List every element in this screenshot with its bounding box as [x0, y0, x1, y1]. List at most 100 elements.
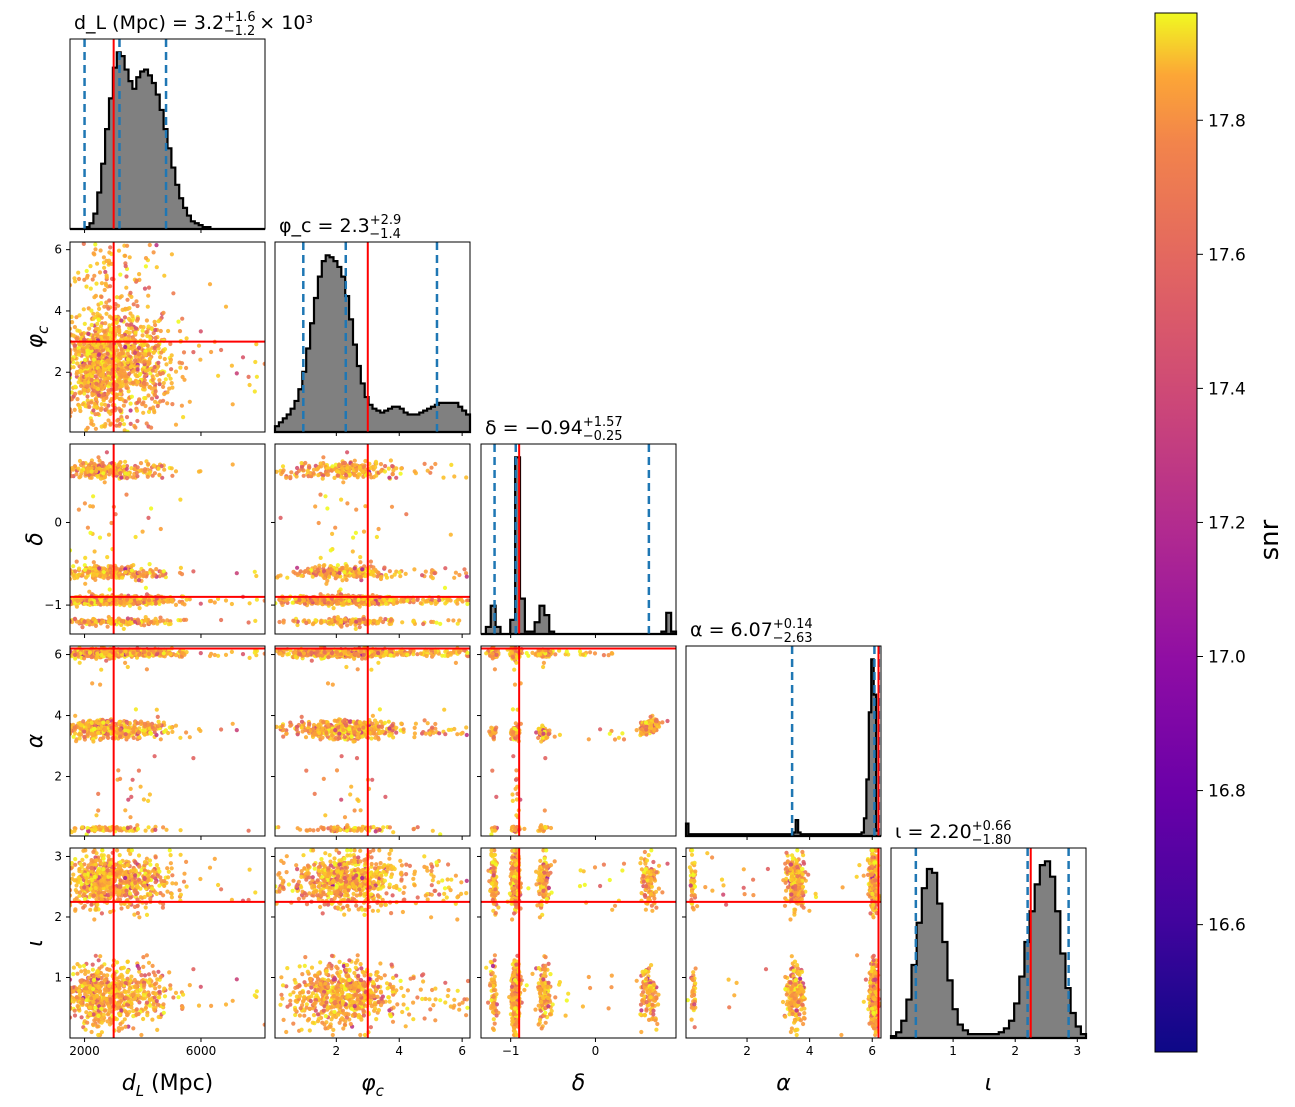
scatter-alpha-dL [70, 646, 265, 836]
scatter-point [109, 520, 114, 526]
scatter-point [382, 598, 387, 603]
scatter-point [143, 618, 148, 623]
scatter-point [133, 330, 138, 335]
scatter-point [125, 297, 130, 302]
scatter-point [160, 475, 165, 480]
scatter-point [114, 566, 119, 571]
scatter-point [80, 825, 85, 830]
scatter-point [451, 618, 456, 623]
scatter-point [105, 358, 111, 363]
scatter-point [168, 376, 173, 381]
scatter-point [168, 341, 173, 347]
scatter-point [291, 618, 296, 623]
scatter-point [230, 462, 235, 467]
scatter-point [329, 468, 334, 473]
scatter-point [146, 462, 151, 467]
scatter-point [150, 377, 155, 382]
scatter-point [434, 620, 439, 625]
scatter-point [375, 574, 380, 579]
scatter-point [118, 421, 123, 427]
scatter-point [304, 620, 309, 626]
scatter-point [87, 565, 93, 571]
scatter-point [280, 470, 285, 475]
scatter-point [161, 569, 166, 574]
scatter-point [77, 475, 82, 480]
scatter-point [421, 621, 426, 627]
scatter-point [75, 361, 80, 366]
y-tick-label: −1 [44, 598, 62, 612]
scatter-point [97, 458, 102, 463]
scatter-point [133, 534, 138, 540]
scatter-point [123, 379, 128, 384]
scatter-point [125, 597, 130, 602]
scatter-point [92, 549, 97, 554]
scatter-point [338, 592, 344, 597]
scatter-point [229, 601, 234, 607]
scatter-point [253, 618, 258, 624]
scatter-point [93, 623, 98, 629]
scatter-point [347, 469, 352, 474]
scatter-point [118, 388, 123, 393]
scatter-point [102, 424, 107, 429]
scatter-point [114, 392, 120, 397]
scatter-point [70, 363, 73, 368]
scatter-point [388, 458, 393, 463]
scatter-point [184, 597, 189, 602]
scatter-point [240, 355, 246, 360]
scatter-point [198, 469, 203, 474]
scatter-point [160, 371, 165, 376]
scatter-point [363, 504, 368, 509]
scatter-point [298, 569, 303, 574]
scatter-point [97, 270, 103, 275]
scatter-point [383, 601, 388, 606]
scatter-point [100, 384, 105, 390]
scatter-point [108, 245, 113, 250]
scatter-point [81, 242, 86, 246]
scatter-point [147, 356, 152, 361]
scatter-point [170, 402, 175, 407]
scatter-point [464, 475, 469, 480]
scatter-point [351, 535, 356, 540]
scatter-point [357, 570, 362, 575]
scatter-point [464, 571, 469, 576]
scatter-point [284, 475, 289, 480]
scatter-point [116, 248, 122, 253]
scatter-point [99, 372, 104, 377]
scatter-point [128, 815, 133, 820]
scatter-point [207, 282, 213, 287]
scatter-point [158, 615, 163, 620]
scatter-point [356, 598, 361, 603]
scatter-point [102, 335, 107, 340]
scatter-point [165, 390, 170, 395]
scatter-point [380, 619, 386, 625]
scatter-point [326, 600, 331, 605]
scatter-point [169, 252, 174, 257]
scatter-point [285, 575, 290, 580]
scatter-point [154, 265, 159, 270]
scatter-point [247, 601, 252, 606]
scatter-point [147, 598, 152, 603]
scatter-point [405, 598, 410, 603]
scatter-point [153, 327, 158, 333]
scatter-point [92, 273, 97, 278]
scatter-point [73, 713, 78, 718]
scatter-point [164, 362, 169, 367]
scatter-point [313, 573, 319, 578]
scatter-point [98, 248, 103, 253]
scatter-point [90, 277, 95, 282]
scatter-point [395, 600, 400, 605]
scatter-point [375, 621, 381, 626]
scatter-point [446, 618, 451, 623]
scatter-point [95, 411, 101, 417]
scatter-point [129, 564, 134, 569]
scatter-point [89, 308, 94, 313]
scatter-point [397, 570, 402, 575]
scatter-point [107, 250, 112, 255]
scatter-point [144, 667, 149, 672]
scatter-point [80, 573, 85, 578]
scatter-point [102, 265, 107, 270]
scatter-point [91, 361, 96, 366]
scatter-point [74, 559, 79, 564]
